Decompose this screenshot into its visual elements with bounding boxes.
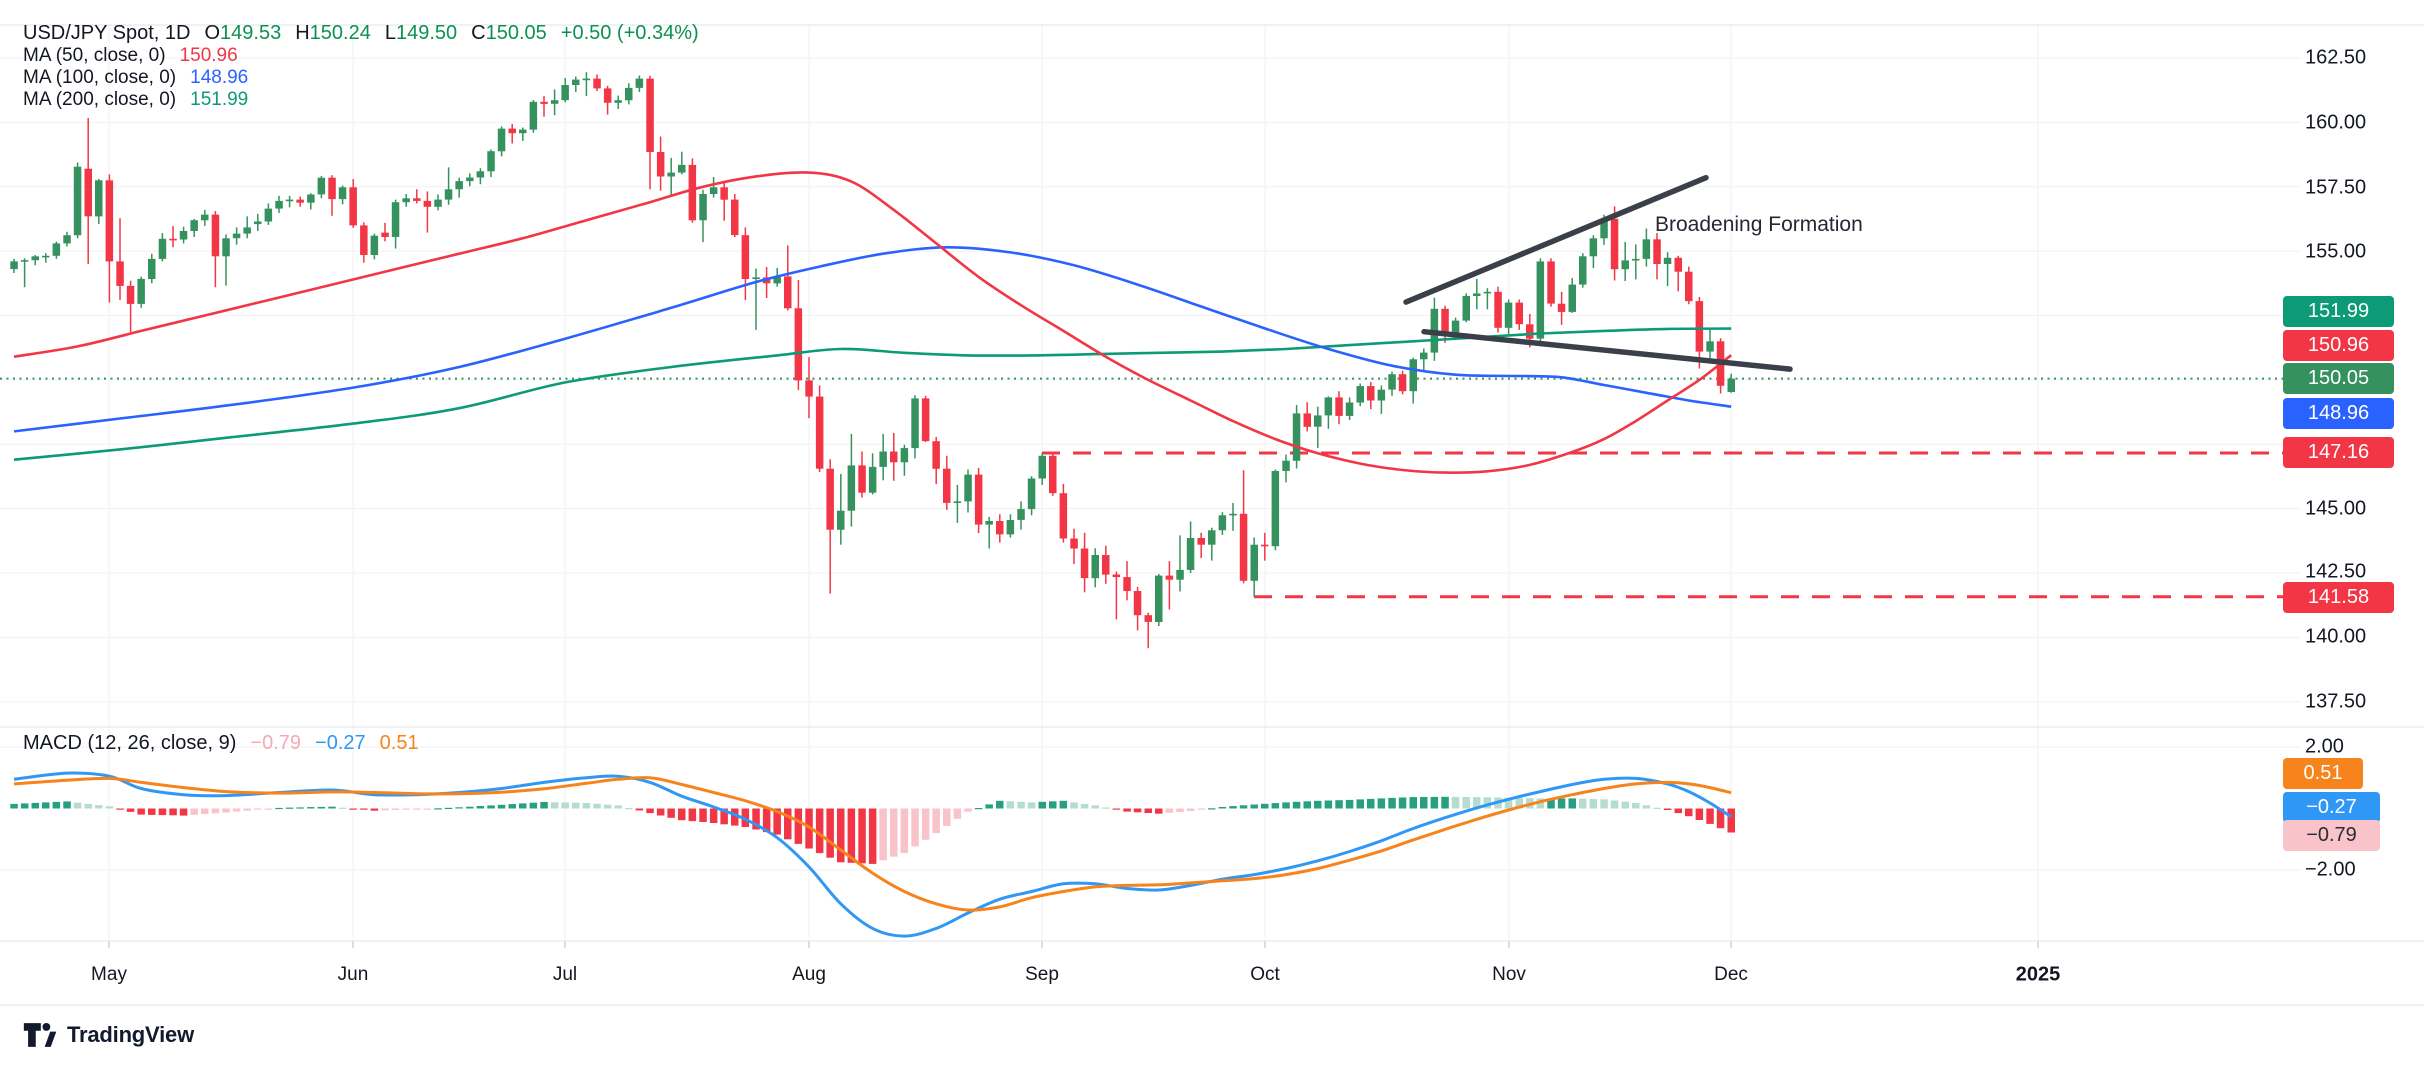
ma200-value: 151.99 (190, 89, 249, 110)
month-label-jun: Jun (337, 964, 369, 985)
macd-label: MACD (12, 26, close, 9) (23, 732, 237, 754)
macd-line[interactable] (13, 771, 1733, 938)
macd-line-value: −0.27 (315, 732, 366, 754)
axis-price-label: 140.00 (2305, 625, 2367, 648)
month-label-nov: Nov (1492, 964, 1526, 985)
axis-price-badge: 150.96 (2283, 329, 2394, 361)
axis-price-badge: 141.58 (2283, 581, 2394, 613)
ma200-label: MA (200, close, 0) (23, 89, 177, 110)
ma50-line[interactable] (13, 171, 1732, 474)
ma100-legend-row[interactable]: MA (100, close, 0) 148.96 (23, 67, 248, 89)
ma100-value: 148.96 (190, 67, 249, 88)
axis-price-label: 145.00 (2305, 497, 2367, 520)
symbol-title: USD/JPY Spot, 1D (23, 22, 191, 44)
ma100-line[interactable] (13, 245, 1732, 433)
ma200-line[interactable] (13, 327, 1732, 461)
macd-hist-value: −0.79 (250, 732, 302, 754)
axis-price-label: 157.50 (2305, 176, 2367, 199)
macd-signal-line[interactable] (13, 776, 1732, 912)
ohlc-close: C150.05 (471, 22, 547, 44)
ma50-value: 150.96 (179, 45, 238, 66)
axis-price-label: 142.50 (2305, 560, 2367, 583)
ohlc-low: L149.50 (384, 22, 458, 44)
broadening-formation-annotation[interactable]: Broadening Formation (1655, 213, 1863, 236)
month-label-oct: Oct (1250, 964, 1280, 985)
month-label-dec: Dec (1714, 964, 1748, 985)
trendline[interactable] (1403, 174, 1709, 305)
tradingview-logo[interactable]: TradingView (23, 1021, 194, 1049)
axis-price-label: 137.50 (2305, 690, 2367, 713)
month-label-aug: Aug (792, 964, 826, 985)
axis-price-badge: 150.05 (2283, 362, 2394, 394)
macd-legend-row[interactable]: MACD (12, 26, close, 9) −0.79 −0.27 0.51 (23, 732, 419, 755)
axis-price-label: 2.00 (2305, 735, 2344, 758)
trendline[interactable] (1421, 328, 1793, 372)
axis-price-label: 160.00 (2305, 111, 2367, 134)
tradingview-logo-icon (23, 1023, 57, 1047)
axis-price-badge: 151.99 (2283, 295, 2394, 327)
ma100-label: MA (100, close, 0) (23, 67, 177, 88)
tradingview-logo-text: TradingView (67, 1022, 194, 1047)
axis-price-badge: −0.79 (2283, 819, 2380, 851)
axis-price-badge: 148.96 (2283, 397, 2394, 429)
month-label-sep: Sep (1025, 964, 1059, 985)
ohlc-high: H150.24 (295, 22, 371, 44)
symbol-legend-row[interactable]: USD/JPY Spot, 1D O149.53 H150.24 L149.50… (23, 22, 699, 45)
macd-signal-value: 0.51 (379, 732, 419, 754)
axis-price-label: 162.50 (2305, 46, 2367, 69)
month-label-may: May (91, 964, 127, 985)
ma50-label: MA (50, close, 0) (23, 45, 166, 66)
ma200-legend-row[interactable]: MA (200, close, 0) 151.99 (23, 89, 248, 111)
axis-price-badge: 147.16 (2283, 436, 2394, 468)
ohlc-open: O149.53 (204, 22, 282, 44)
price-pane-candles[interactable] (10, 72, 1735, 649)
axis-price-label: −2.00 (2305, 858, 2356, 881)
ma50-legend-row[interactable]: MA (50, close, 0) 150.96 (23, 45, 238, 67)
macd-histogram[interactable] (10, 796, 1735, 864)
axis-price-badge: 0.51 (2283, 757, 2363, 789)
price-change: +0.50 (+0.34%) (560, 22, 699, 44)
year-label: 2025 (2015, 963, 2061, 986)
axis-price-badge: −0.27 (2283, 791, 2380, 823)
axis-price-label: 155.00 (2305, 240, 2367, 263)
month-label-jul: Jul (552, 964, 578, 985)
